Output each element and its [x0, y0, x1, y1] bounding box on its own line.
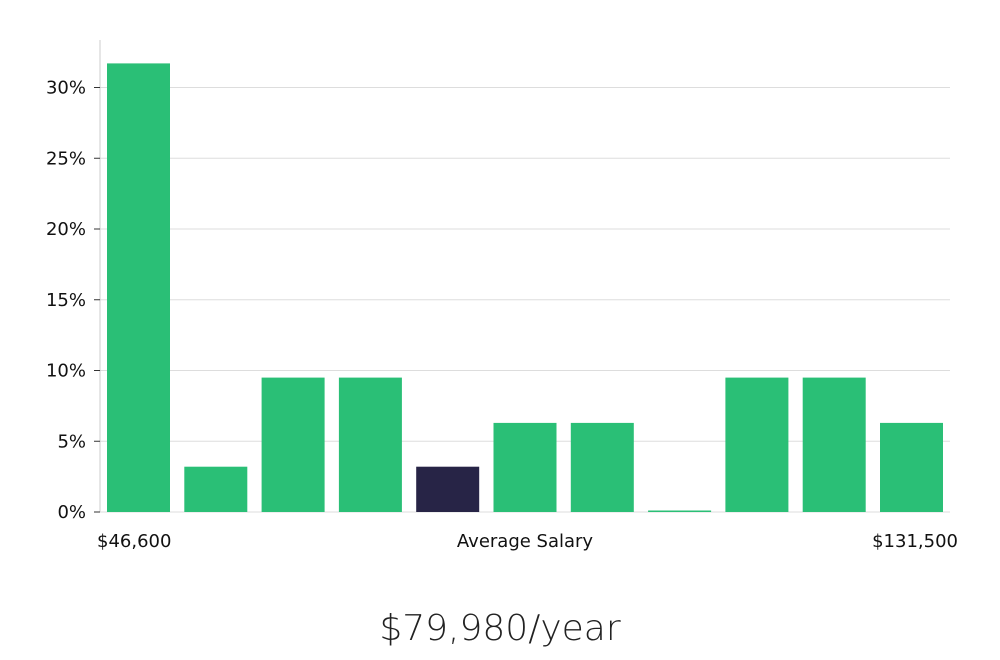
y-tick-label: 20%	[46, 219, 86, 240]
bar	[725, 377, 789, 512]
bar	[880, 422, 943, 512]
bar	[802, 377, 866, 512]
bar	[493, 422, 557, 512]
bar	[338, 377, 402, 512]
bar	[261, 377, 325, 512]
bar-layer	[107, 63, 943, 513]
x-min-label: $46,600	[97, 531, 171, 552]
y-tick-label: 0%	[57, 502, 86, 523]
y-tick-label: 10%	[46, 361, 86, 382]
chart-svg: 0% 5% 10% 15% 20% 25% 30% $46,600 Average Sala…	[46, 40, 958, 552]
y-tick-label: 5%	[57, 431, 86, 452]
average-salary-value: $79,980/year	[379, 608, 621, 649]
bar-highlight	[416, 466, 480, 512]
y-tick-label: 15%	[46, 290, 86, 311]
bar	[648, 510, 712, 512]
axis-layer: 0% 5% 10% 15% 20% 25% 30%	[46, 40, 950, 523]
x-axis-label: Average Salary	[457, 531, 594, 552]
bar	[184, 466, 248, 512]
y-tick-label: 25%	[46, 148, 86, 169]
bar	[570, 422, 634, 512]
bar	[107, 63, 170, 513]
x-max-label: $131,500	[872, 531, 958, 552]
y-tick-label: 30%	[46, 78, 86, 99]
grid-layer	[100, 87, 950, 513]
